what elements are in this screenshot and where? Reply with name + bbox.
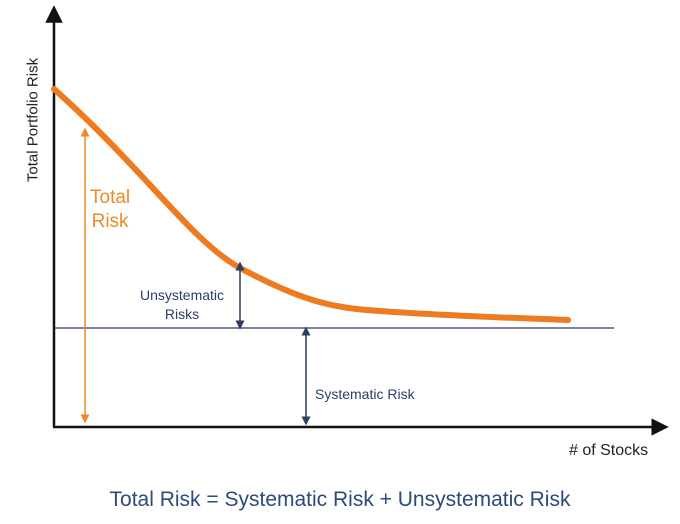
total-risk-label-line2: Risk [91,211,129,232]
total-risk-curve [51,86,571,323]
y-axis-label: Total Portfolio Risk [24,57,42,183]
x-axis-label: # of Stocks [569,442,649,459]
unsystematic-label-line2: Risks [164,306,200,322]
total-risk-label-line1: Total [90,187,131,208]
systematic-risk-label: Systematic Risk [315,386,415,402]
risk-formula: Total Risk = Systematic Risk + Unsystema… [109,488,571,511]
total-risk-label: Total Risk [90,186,130,234]
unsystematic-risk-label: Unsystematic Risks [140,286,224,324]
unsystematic-label-line1: Unsystematic [140,287,225,303]
